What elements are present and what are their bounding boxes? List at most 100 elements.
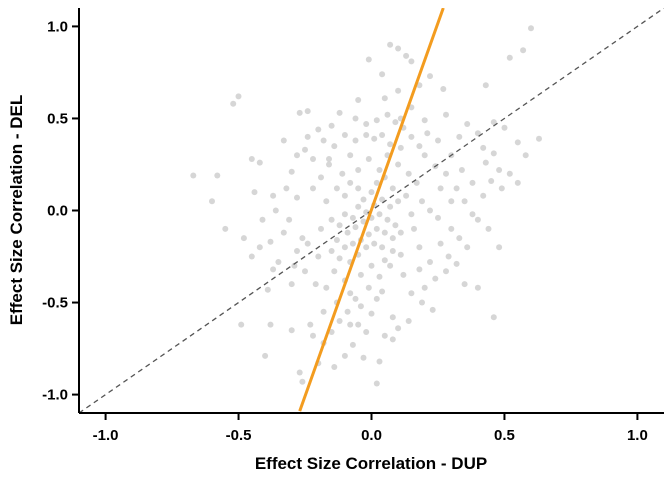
- data-point: [469, 179, 476, 186]
- data-point: [429, 306, 436, 313]
- data-point: [352, 115, 359, 122]
- data-point: [272, 207, 279, 214]
- data-point: [248, 156, 255, 162]
- data-point: [304, 240, 311, 247]
- data-point: [408, 133, 415, 140]
- data-point: [336, 318, 343, 324]
- data-point: [304, 108, 311, 115]
- data-point: [328, 329, 335, 335]
- data-point: [474, 216, 481, 223]
- x-tick-label: -0.5: [226, 427, 252, 444]
- data-point: [352, 295, 359, 302]
- data-point: [482, 159, 489, 166]
- x-axis-title: Effect Size Correlation - DUP: [255, 454, 487, 473]
- data-point: [352, 137, 359, 144]
- data-point: [312, 281, 319, 288]
- y-axis-title: Effect Size Correlation - DEL: [7, 95, 26, 325]
- data-point: [349, 341, 356, 348]
- data-point: [307, 321, 314, 328]
- y-tick-label: 0.5: [47, 110, 68, 127]
- y-tick-label: 1.0: [47, 18, 68, 35]
- data-point: [480, 192, 487, 199]
- data-point: [248, 253, 255, 260]
- data-point: [389, 314, 396, 321]
- data-point: [230, 100, 237, 107]
- data-point: [514, 179, 521, 186]
- data-point: [461, 281, 468, 288]
- data-point: [443, 111, 449, 118]
- data-point: [299, 378, 306, 385]
- data-point: [355, 167, 362, 173]
- data-point: [506, 54, 513, 61]
- data-point: [416, 266, 423, 273]
- data-point: [536, 135, 542, 142]
- data-point: [373, 179, 380, 186]
- data-point: [405, 318, 412, 324]
- data-point: [501, 124, 508, 131]
- data-point: [464, 244, 471, 251]
- data-point: [341, 132, 348, 138]
- data-point: [458, 167, 465, 173]
- data-point: [275, 259, 282, 265]
- data-point: [389, 235, 396, 242]
- data-point: [323, 198, 330, 205]
- data-point: [363, 132, 370, 138]
- data-point: [328, 248, 335, 254]
- data-point: [376, 358, 383, 365]
- data-point: [355, 185, 362, 192]
- ticks: -1.0 -0.5 0.0 0.5 1.0 -1.0 -0.5 0.0 0.5 1.0: [42, 18, 648, 444]
- data-point: [315, 126, 322, 133]
- data-point: [288, 327, 295, 334]
- data-point: [235, 93, 242, 100]
- data-point: [456, 133, 463, 140]
- data-point: [443, 170, 449, 177]
- data-point: [347, 321, 354, 328]
- data-point: [379, 71, 386, 78]
- data-point: [371, 240, 378, 247]
- data-point: [214, 172, 221, 179]
- data-point: [427, 73, 433, 80]
- data-point: [288, 281, 295, 288]
- data-point: [427, 207, 433, 214]
- reference-lines: [79, 8, 664, 413]
- data-point: [365, 56, 372, 63]
- data-point: [490, 314, 497, 321]
- data-point: [395, 45, 402, 52]
- data-points: [190, 25, 542, 387]
- y-tick-label: -1.0: [42, 387, 68, 404]
- data-point: [395, 198, 402, 205]
- data-point: [485, 225, 492, 232]
- data-point: [403, 192, 410, 199]
- data-point: [331, 268, 338, 275]
- data-point: [443, 268, 449, 275]
- data-point: [270, 266, 277, 273]
- data-point: [270, 192, 277, 199]
- data-point: [304, 133, 311, 140]
- data-point: [355, 203, 362, 210]
- data-point: [408, 290, 415, 297]
- data-point: [419, 198, 425, 205]
- data-point: [328, 122, 335, 129]
- data-point: [376, 211, 383, 218]
- data-point: [435, 137, 441, 144]
- x-tick-label: -1.0: [93, 427, 119, 444]
- data-point: [405, 170, 412, 177]
- data-point: [238, 321, 245, 328]
- data-point: [331, 143, 338, 150]
- x-tick-label: 0.0: [361, 427, 382, 444]
- data-point: [294, 152, 300, 159]
- data-point: [480, 144, 487, 151]
- data-point: [349, 240, 356, 247]
- data-point: [294, 248, 300, 254]
- data-point: [352, 224, 359, 231]
- data-point: [373, 380, 380, 387]
- regression-line: [298, 8, 445, 412]
- data-point: [288, 168, 295, 175]
- data-point: [461, 198, 468, 205]
- data-point: [379, 196, 386, 203]
- data-point: [445, 253, 452, 260]
- data-point: [456, 235, 463, 242]
- data-point: [437, 185, 444, 192]
- data-point: [296, 109, 303, 116]
- data-point: [363, 244, 370, 251]
